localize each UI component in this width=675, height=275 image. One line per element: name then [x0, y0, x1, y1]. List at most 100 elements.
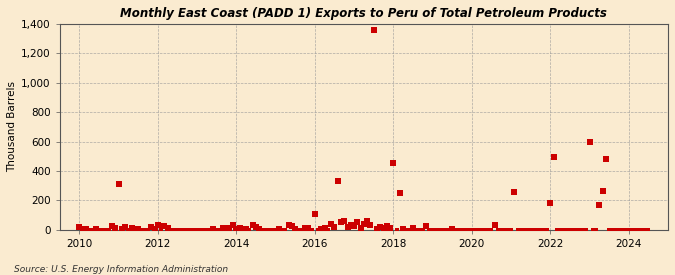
- Point: [346, 222, 356, 227]
- Point: [100, 228, 111, 232]
- Point: [172, 228, 183, 232]
- Point: [378, 226, 389, 230]
- Point: [306, 228, 317, 232]
- Point: [309, 211, 320, 216]
- Point: [198, 228, 209, 232]
- Point: [238, 228, 248, 232]
- Point: [568, 228, 578, 232]
- Point: [162, 226, 173, 230]
- Point: [205, 228, 215, 232]
- Point: [123, 228, 134, 232]
- Point: [571, 228, 582, 232]
- Point: [385, 226, 396, 230]
- Point: [202, 228, 213, 232]
- Point: [277, 228, 288, 232]
- Point: [273, 227, 284, 231]
- Point: [529, 228, 539, 232]
- Point: [584, 139, 595, 144]
- Point: [486, 228, 497, 232]
- Point: [176, 228, 186, 232]
- Point: [358, 222, 369, 226]
- Point: [264, 228, 275, 232]
- Point: [620, 228, 631, 232]
- Point: [218, 226, 229, 230]
- Point: [159, 224, 170, 228]
- Point: [594, 203, 605, 207]
- Point: [227, 223, 238, 228]
- Point: [398, 227, 408, 231]
- Point: [287, 224, 298, 228]
- Point: [224, 228, 235, 232]
- Point: [437, 228, 448, 232]
- Point: [466, 228, 477, 232]
- Point: [630, 228, 641, 232]
- Point: [640, 228, 651, 232]
- Point: [244, 228, 255, 232]
- Point: [591, 228, 601, 232]
- Point: [532, 228, 543, 232]
- Point: [103, 228, 114, 232]
- Point: [525, 228, 536, 232]
- Point: [165, 228, 176, 232]
- Point: [254, 227, 265, 231]
- Point: [342, 225, 353, 229]
- Point: [77, 227, 88, 231]
- Point: [477, 228, 487, 232]
- Point: [87, 228, 98, 232]
- Point: [234, 226, 245, 230]
- Point: [637, 228, 647, 232]
- Point: [195, 228, 206, 232]
- Point: [211, 228, 222, 232]
- Point: [624, 228, 634, 232]
- Point: [626, 228, 637, 232]
- Point: [404, 228, 415, 232]
- Point: [614, 228, 624, 232]
- Point: [296, 228, 307, 232]
- Title: Monthly East Coast (PADD 1) Exports to Peru of Total Petroleum Products: Monthly East Coast (PADD 1) Exports to P…: [120, 7, 608, 20]
- Point: [332, 179, 343, 183]
- Point: [267, 228, 277, 232]
- Point: [473, 228, 484, 232]
- Point: [633, 228, 644, 232]
- Point: [604, 228, 615, 232]
- Point: [290, 227, 300, 231]
- Point: [182, 228, 192, 232]
- Point: [117, 227, 128, 231]
- Point: [140, 228, 151, 232]
- Point: [460, 228, 470, 232]
- Point: [483, 228, 493, 232]
- Point: [107, 224, 117, 228]
- Point: [188, 228, 199, 232]
- Point: [365, 223, 376, 228]
- Point: [280, 228, 291, 232]
- Point: [558, 228, 569, 232]
- Point: [153, 223, 163, 228]
- Point: [303, 226, 314, 230]
- Point: [293, 228, 304, 232]
- Point: [456, 228, 467, 232]
- Point: [339, 219, 350, 223]
- Point: [247, 222, 258, 227]
- Point: [215, 228, 225, 232]
- Point: [601, 157, 612, 161]
- Point: [185, 228, 196, 232]
- Point: [179, 228, 190, 232]
- Point: [149, 227, 160, 231]
- Point: [241, 227, 252, 231]
- Point: [581, 228, 592, 232]
- Point: [421, 224, 431, 228]
- Point: [551, 228, 562, 232]
- Point: [434, 228, 445, 232]
- Point: [316, 227, 327, 231]
- Point: [133, 227, 144, 231]
- Point: [113, 182, 124, 186]
- Point: [489, 223, 500, 228]
- Point: [335, 220, 346, 225]
- Point: [617, 228, 628, 232]
- Y-axis label: Thousand Barrels: Thousand Barrels: [7, 81, 17, 172]
- Point: [401, 228, 412, 232]
- Point: [208, 227, 219, 231]
- Point: [261, 228, 271, 232]
- Point: [352, 220, 362, 225]
- Point: [284, 223, 294, 228]
